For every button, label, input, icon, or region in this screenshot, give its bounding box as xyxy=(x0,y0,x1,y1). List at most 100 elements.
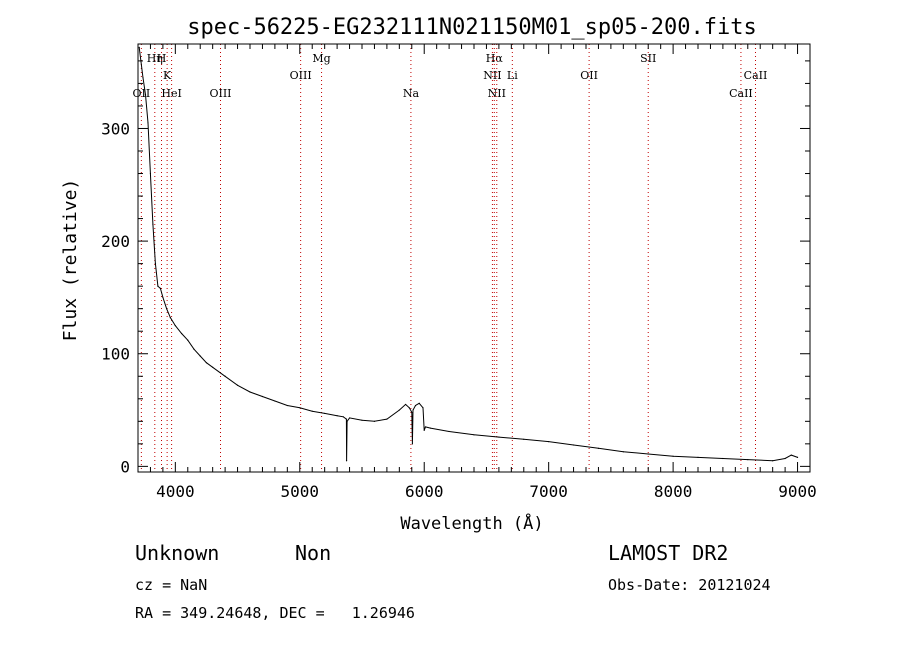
spectrum-point xyxy=(622,451,624,453)
spectral-line-label: OII xyxy=(133,87,151,100)
spectrum-point xyxy=(345,418,348,420)
spectrum-data xyxy=(138,46,799,462)
spectrum-point xyxy=(169,317,171,319)
spectrum-point xyxy=(152,223,154,225)
spectrum-point xyxy=(149,172,152,175)
spectral-line-label: CaII xyxy=(744,69,768,82)
y-tick-label: 100 xyxy=(101,345,130,364)
x-tick-label: 4000 xyxy=(156,482,195,501)
chart-title: spec-56225-EG232111N021150M01_sp05-200.f… xyxy=(187,15,757,40)
spectrum-point xyxy=(342,416,344,418)
spectrum-point xyxy=(157,285,159,287)
spectral-line-label: Na xyxy=(403,87,420,100)
spectral-line-label: NII xyxy=(488,87,506,100)
spectrum-point xyxy=(249,391,251,393)
object-class: Unknown xyxy=(135,541,220,565)
y-tick-label: 200 xyxy=(101,232,130,251)
spectrum-point xyxy=(672,455,674,457)
spectrum-point xyxy=(784,457,786,460)
spectral-line-label: H xyxy=(157,52,167,65)
spectrum-point xyxy=(429,427,432,429)
object-subclass: Non xyxy=(295,541,332,565)
spectrum-line xyxy=(138,47,798,462)
redshift-cz: cz = NaN xyxy=(135,576,208,594)
spectrum-point xyxy=(373,420,376,422)
spectrum-point xyxy=(142,77,144,79)
spectral-line-label: Hα xyxy=(486,52,504,65)
spectrum-point xyxy=(424,426,427,428)
spectrum-point xyxy=(274,400,276,402)
spectrum-point xyxy=(572,444,575,446)
spectrum-point xyxy=(423,429,425,431)
x-tick-label: 7000 xyxy=(529,482,568,501)
spectral-line-label: SII xyxy=(640,52,656,65)
spectrum-point xyxy=(412,409,414,411)
spectrum-point xyxy=(348,417,351,419)
spectrum-point xyxy=(336,415,338,417)
observation-date: Obs-Date: 20121024 xyxy=(608,576,771,594)
spectrum-point xyxy=(138,46,140,48)
spectrum-point xyxy=(147,122,149,124)
x-tick-label: 5000 xyxy=(281,482,320,501)
spectrum-point xyxy=(144,94,147,96)
spectrum-point xyxy=(448,430,450,433)
spectrum-point xyxy=(205,362,208,364)
axis-ticks: 4000 5000 6000 7000 8000 9000 0 100 200 300 xyxy=(101,44,817,501)
spectrum-point xyxy=(408,407,410,409)
spectrum-point xyxy=(154,263,157,265)
spectrum-point xyxy=(386,418,388,420)
spectrum-point xyxy=(166,308,168,310)
spectrum-point xyxy=(473,434,475,436)
spectral-line-label: HeI xyxy=(161,87,181,100)
spectrum-point xyxy=(747,459,749,461)
spectrum-point xyxy=(286,404,288,407)
spectrum-point xyxy=(411,443,413,445)
spectrum-point xyxy=(361,419,363,421)
spectrum-point xyxy=(772,460,774,462)
x-tick-label: 9000 xyxy=(778,482,817,501)
spectral-line-label: OIII xyxy=(290,69,312,82)
spectrum-point xyxy=(523,438,525,440)
spectral-line-label: Mg xyxy=(312,52,330,65)
ra-dec-coordinates: RA = 349.24648, DEC = 1.26946 xyxy=(135,604,415,622)
spectrum-point xyxy=(199,355,201,357)
spectral-line-label: OIII xyxy=(209,87,231,100)
spectral-line-label: K xyxy=(163,69,172,82)
spectrum-point xyxy=(345,460,348,462)
spectrum-point xyxy=(346,420,348,422)
spectrum-point xyxy=(722,457,724,460)
spectrum-point xyxy=(548,440,550,443)
spectrum-point xyxy=(411,411,413,413)
spectrum-point xyxy=(398,409,400,411)
x-axis-label: Wavelength (Å) xyxy=(400,512,543,534)
plot-frame xyxy=(137,43,811,473)
spectrum-point xyxy=(162,296,164,299)
spectrum-point xyxy=(299,407,301,409)
spectrum-point xyxy=(159,287,161,290)
spectral-line-label: CaII xyxy=(729,87,753,100)
spectrum-point xyxy=(212,366,214,368)
spectrum-point xyxy=(796,456,799,458)
spectrum-point xyxy=(324,412,326,415)
spectrum-point xyxy=(236,384,239,386)
spectrum-point xyxy=(498,436,500,438)
spectrum-point xyxy=(418,402,420,404)
y-axis-label: Flux (relative) xyxy=(60,179,81,342)
spectrum-point xyxy=(261,395,264,398)
spectrum-point xyxy=(697,456,699,458)
spectrum-point xyxy=(224,375,226,377)
spectrum-point xyxy=(180,332,183,335)
spectrum-point xyxy=(597,447,600,449)
spectrum-point xyxy=(790,454,792,456)
spectral-line-label: Li xyxy=(507,69,518,82)
x-tick-label: 8000 xyxy=(654,482,693,501)
spectrum-point xyxy=(187,339,189,341)
spectrum-point xyxy=(647,453,649,455)
spectrum-point xyxy=(404,403,407,406)
spectrum-point xyxy=(193,348,195,350)
spectral-line-label: OII xyxy=(580,69,598,82)
spectrum-point xyxy=(311,410,313,412)
spectrum-point xyxy=(414,404,417,407)
